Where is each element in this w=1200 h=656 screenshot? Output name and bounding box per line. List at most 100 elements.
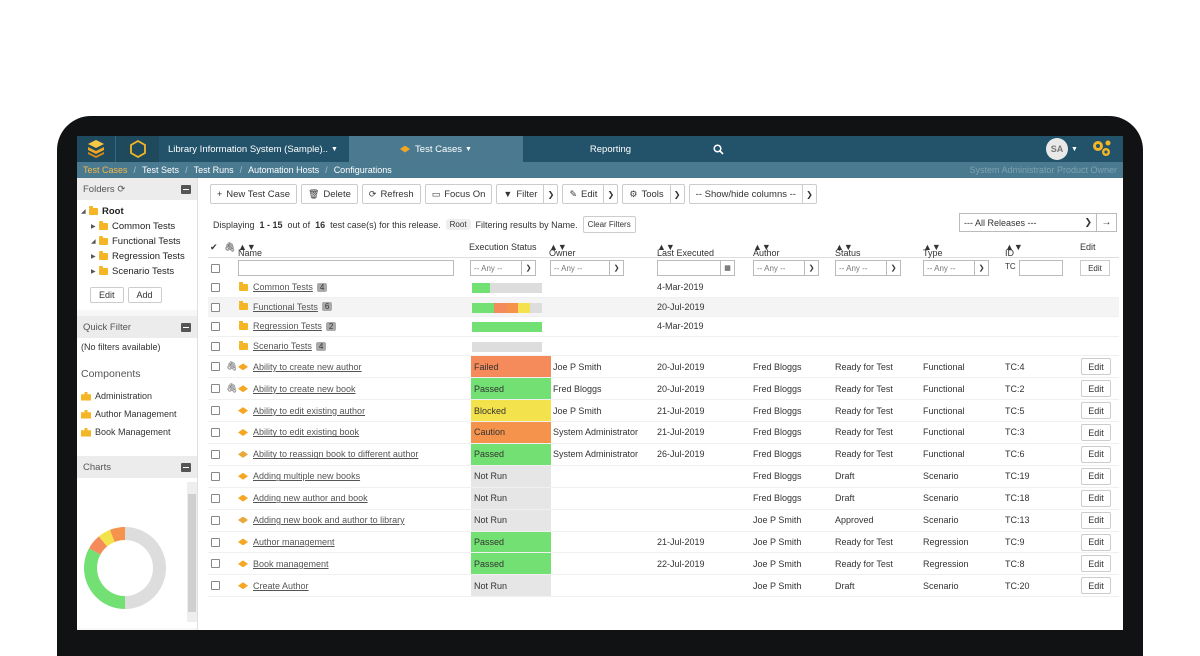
test-case-link[interactable]: Ability to edit existing book: [253, 427, 360, 438]
component-author-management[interactable]: Author Management: [81, 405, 193, 423]
spira-logo-icon[interactable]: [77, 136, 115, 162]
test-case-link[interactable]: Adding multiple new books: [253, 471, 361, 482]
table-row[interactable]: Ability to reassign book to different au…: [208, 443, 1119, 466]
test-case-link[interactable]: Author management: [253, 536, 335, 547]
row-checkbox[interactable]: [211, 362, 220, 372]
collapse-icon[interactable]: [181, 322, 191, 332]
arrow-right-icon[interactable]: →: [1097, 213, 1117, 232]
row-edit-button[interactable]: Edit: [1081, 555, 1111, 573]
table-row[interactable]: Adding new author and book Not Run Fred …: [208, 487, 1119, 510]
test-case-link[interactable]: Ability to create new author: [253, 361, 362, 372]
delete-button[interactable]: 🗑 Delete: [300, 184, 358, 204]
attachment-icon[interactable]: 🖇: [226, 361, 238, 372]
subnav-test-cases[interactable]: Test Cases: [83, 165, 128, 175]
reporting-menu[interactable]: Reporting: [523, 136, 698, 162]
tree-item-root[interactable]: ◢ Root: [81, 204, 197, 219]
collapse-icon[interactable]: [181, 184, 191, 194]
column-last-executed[interactable]: Last Executed ▲▼: [657, 242, 715, 258]
status-filter-select[interactable]: -- Any -- ❯: [835, 260, 901, 276]
artifact-menu[interactable]: Test Cases ▼: [349, 136, 523, 162]
edit-folder-button[interactable]: Edit: [90, 287, 124, 303]
component-administration[interactable]: Administration: [81, 387, 193, 405]
expand-icon[interactable]: ◢: [81, 209, 86, 215]
chevron-down-icon[interactable]: ❯: [603, 185, 617, 203]
expand-icon[interactable]: ◢: [91, 239, 96, 245]
author-filter-select[interactable]: -- Any -- ❯: [753, 260, 819, 276]
row-checkbox[interactable]: [211, 302, 220, 312]
chevron-down-icon[interactable]: ❯: [669, 185, 684, 203]
tree-item-scenario-tests[interactable]: ▶ Scenario Tests: [81, 264, 197, 279]
expand-icon[interactable]: ▶: [91, 254, 96, 260]
calendar-icon[interactable]: ▦: [720, 261, 734, 275]
folder-row[interactable]: Functional Tests 6 20-Jul-2019: [208, 297, 1119, 318]
test-case-link[interactable]: Book management: [253, 558, 329, 569]
name-filter-input[interactable]: [238, 260, 454, 276]
owner-filter-select[interactable]: -- Any -- ❯: [550, 260, 624, 276]
id-filter-input[interactable]: [1019, 260, 1063, 276]
gears-icon[interactable]: [1081, 136, 1123, 162]
folder-link[interactable]: Functional Tests: [253, 301, 318, 312]
table-row[interactable]: 🖇 Ability to create new book Passed Fred…: [208, 378, 1119, 401]
table-row[interactable]: Adding new book and author to library No…: [208, 509, 1119, 532]
folder-link[interactable]: Regression Tests: [253, 321, 322, 332]
show-hide-columns-select[interactable]: -- Show/hide columns -- ❯: [688, 184, 817, 204]
hexagon-icon[interactable]: [115, 136, 159, 162]
row-checkbox[interactable]: [211, 471, 220, 481]
subnav-test-runs[interactable]: Test Runs: [193, 165, 234, 175]
table-row[interactable]: Ability to edit existing author Blocked …: [208, 400, 1119, 423]
test-case-link[interactable]: Ability to create new book: [253, 383, 356, 394]
row-edit-button[interactable]: Edit: [1081, 577, 1111, 595]
table-row[interactable]: Create Author Not Run Joe P Smith Draft …: [208, 575, 1119, 598]
edit-button[interactable]: ✎ Edit ❯: [562, 184, 619, 204]
refresh-icon[interactable]: ⟳: [117, 183, 126, 195]
attachment-icon[interactable]: 🖇: [226, 383, 238, 394]
row-checkbox[interactable]: [211, 515, 220, 525]
expand-icon[interactable]: ▶: [91, 224, 96, 230]
subnav-automation-hosts[interactable]: Automation Hosts: [248, 165, 320, 175]
column-owner[interactable]: Owner ▲▼: [549, 242, 576, 258]
user-menu[interactable]: SA ▼: [1043, 136, 1081, 162]
component-book-management[interactable]: Book Management: [81, 423, 193, 441]
row-checkbox[interactable]: [211, 384, 220, 394]
folder-link[interactable]: Scenario Tests: [253, 341, 312, 352]
test-case-link[interactable]: Adding new book and author to library: [253, 515, 405, 526]
add-folder-button[interactable]: Add: [127, 287, 162, 303]
row-edit-button[interactable]: Edit: [1081, 445, 1111, 463]
row-edit-button[interactable]: Edit: [1081, 467, 1111, 485]
row-checkbox[interactable]: [211, 406, 220, 416]
table-row[interactable]: Adding multiple new books Not Run Fred B…: [208, 465, 1119, 488]
column-author[interactable]: Author ▲▼: [753, 242, 780, 258]
scrollbar-thumb[interactable]: [188, 494, 196, 612]
chart-scrollbar[interactable]: [187, 482, 197, 622]
column-id[interactable]: ID ▲▼: [1005, 242, 1023, 258]
refresh-button[interactable]: ⟳ Refresh: [361, 184, 421, 204]
select-all-checkbox[interactable]: [211, 264, 220, 273]
focus-on-button[interactable]: ▭ Focus On: [424, 184, 493, 204]
exec-filter-select[interactable]: -- Any -- ❯: [470, 260, 536, 276]
clear-filters-button[interactable]: Clear Filters: [582, 216, 636, 233]
tools-button[interactable]: ⚙ Tools ❯: [622, 184, 685, 204]
type-filter-select[interactable]: -- Any -- ❯: [923, 260, 989, 276]
row-checkbox[interactable]: [211, 559, 220, 569]
row-edit-button[interactable]: Edit: [1081, 424, 1111, 442]
tree-item-regression-tests[interactable]: ▶ Regression Tests: [81, 249, 197, 264]
release-select[interactable]: --- All Releases --- ❯: [959, 213, 1097, 232]
tree-item-functional-tests[interactable]: ◢ Functional Tests: [81, 234, 197, 249]
row-edit-button[interactable]: Edit: [1081, 402, 1111, 420]
row-edit-button[interactable]: Edit: [1081, 358, 1111, 376]
column-execution-status[interactable]: Execution Status: [469, 242, 537, 252]
filter-apply-button[interactable]: Edit: [1080, 260, 1110, 276]
row-checkbox[interactable]: [211, 449, 220, 459]
search-icon[interactable]: [698, 136, 738, 162]
expand-icon[interactable]: ▶: [91, 269, 96, 275]
table-row[interactable]: 🖇 Ability to create new author Failed Jo…: [208, 356, 1119, 379]
test-case-link[interactable]: Adding new author and book: [253, 493, 368, 504]
row-checkbox[interactable]: [211, 581, 220, 591]
test-case-link[interactable]: Ability to reassign book to different au…: [253, 449, 419, 460]
table-row[interactable]: Author management Passed 21-Jul-2019 Joe…: [208, 531, 1119, 554]
column-name[interactable]: Name ▲▼: [238, 242, 263, 258]
column-status[interactable]: Status ▲▼: [835, 242, 861, 258]
test-case-link[interactable]: Ability to edit existing author: [253, 405, 366, 416]
folder-row[interactable]: Common Tests 4 4-Mar-2019: [208, 278, 1119, 298]
folder-row[interactable]: Scenario Tests 4: [208, 337, 1119, 357]
